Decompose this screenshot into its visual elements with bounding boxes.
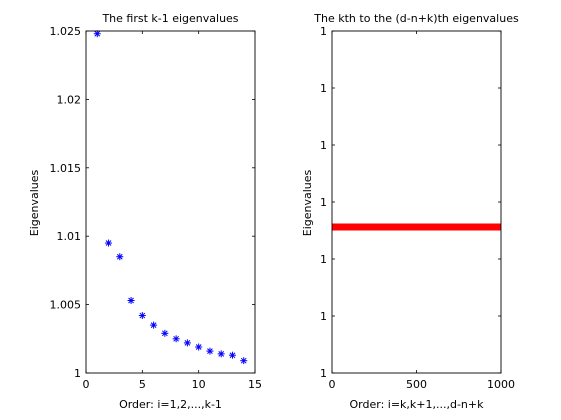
right-chart-frame	[331, 30, 502, 374]
data-point	[138, 312, 146, 320]
y-tick-label: 1.01	[57, 230, 82, 243]
y-tick-label: 1	[320, 82, 327, 95]
right-chart-title: The kth to the (d-n+k)th eigenvalues	[313, 12, 519, 25]
data-point	[161, 329, 169, 337]
x-tick-label: 1000	[487, 378, 515, 391]
data-point	[150, 321, 158, 329]
data-point	[195, 343, 203, 351]
data-point	[127, 296, 135, 304]
y-tick-label: 1.015	[50, 162, 82, 175]
y-tick-label: 1	[320, 253, 327, 266]
right-chart-ylabel: Eigenvalues	[301, 169, 314, 236]
y-tick-label: 1	[320, 367, 327, 380]
y-tick-label: 1	[320, 25, 327, 38]
data-point	[240, 357, 248, 365]
x-tick-label: 10	[192, 378, 206, 391]
data-point	[228, 351, 236, 359]
data-point	[217, 350, 225, 358]
left-chart-ylabel: Eigenvalues	[28, 169, 41, 236]
x-tick-label: 0	[83, 378, 90, 391]
x-tick-label: 500	[406, 378, 427, 391]
right-chart: The kth to the (d-n+k)th eigenvalues Eig…	[301, 12, 519, 411]
y-tick-label: 1.005	[50, 299, 82, 312]
data-point	[105, 239, 113, 247]
left-chart-frame	[85, 30, 256, 374]
left-chart-ticks: 0 5 10 15 1 1.005 1.01 1.015 1.02 1.025	[50, 25, 263, 391]
right-chart-ticks: 0 500 1000 1 1 1 1 1 1 1	[320, 25, 515, 391]
y-tick-label: 1	[320, 310, 327, 323]
x-tick-label: 15	[248, 378, 262, 391]
data-point	[172, 335, 180, 343]
left-chart-xlabel: Order: i=1,2,...,k-1	[119, 398, 222, 411]
left-chart: The first k-1 eigenvalues Eigenvalues Or…	[28, 12, 262, 411]
y-tick-label: 1	[320, 196, 327, 209]
y-tick-label: 1	[74, 367, 81, 380]
y-tick-label: 1	[320, 139, 327, 152]
data-point	[206, 347, 214, 355]
left-chart-title: The first k-1 eigenvalues	[101, 12, 238, 25]
y-tick-label: 1.02	[57, 93, 82, 106]
right-chart-xlabel: Order: i=k,k+1,...,d-n+k	[350, 398, 485, 411]
y-tick-label: 1.025	[50, 25, 82, 38]
x-tick-label: 0	[329, 378, 336, 391]
data-point	[183, 339, 191, 347]
data-point	[116, 253, 124, 261]
x-tick-label: 5	[139, 378, 146, 391]
